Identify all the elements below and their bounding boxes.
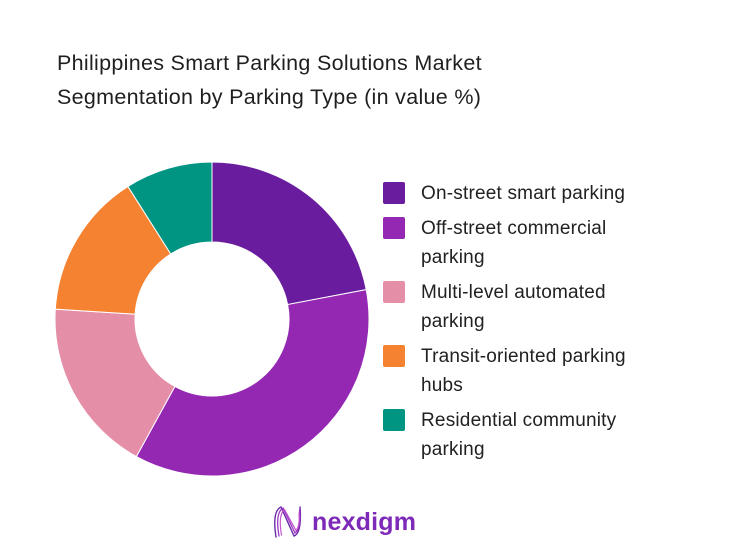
legend-label: Off-street commercial parking [421,217,607,269]
legend-label: On-street smart parking [421,183,626,204]
donut-chart-area [42,149,382,489]
legend: On-street smart parking Off-street commer… [383,179,713,465]
legend-label: Transit-oriented parking hubs [421,345,626,397]
legend-item-2: Off-street commercial parking [383,214,713,273]
nexdigm-wave-n-icon [274,506,302,538]
legend-item-4: Transit-oriented parking hubs [383,342,713,401]
legend-item-3: Multi-level automated parking [383,278,713,337]
donut-segment-5 [127,161,213,255]
legend-swatch-icon [383,408,405,431]
donut-chart [54,161,370,477]
chart-title-line2: Segmentation by Parking Type (in value %… [57,85,482,109]
chart-title: Philippines Smart Parking Solutions Mark… [57,46,482,114]
legend-swatch-icon [383,216,405,239]
nexdigm-logo-text: nexdigm [312,508,417,536]
legend-label: Multi-level automated parking [421,281,606,333]
donut-segment-1 [211,161,367,306]
legend-item-1: On-street smart parking [383,179,713,209]
legend-label: Residential community parking [421,409,617,461]
nexdigm-logo: nexdigm [269,502,416,543]
donut-segment-4 [54,185,172,315]
legend-swatch-icon [383,344,405,367]
legend-swatch-icon [383,280,405,303]
legend-item-5: Residential community parking [383,406,713,465]
donut-segment-2 [135,288,370,477]
chart-title-line1: Philippines Smart Parking Solutions Mark… [57,51,482,75]
legend-swatch-icon [383,182,405,204]
donut-segment-3 [54,308,176,458]
